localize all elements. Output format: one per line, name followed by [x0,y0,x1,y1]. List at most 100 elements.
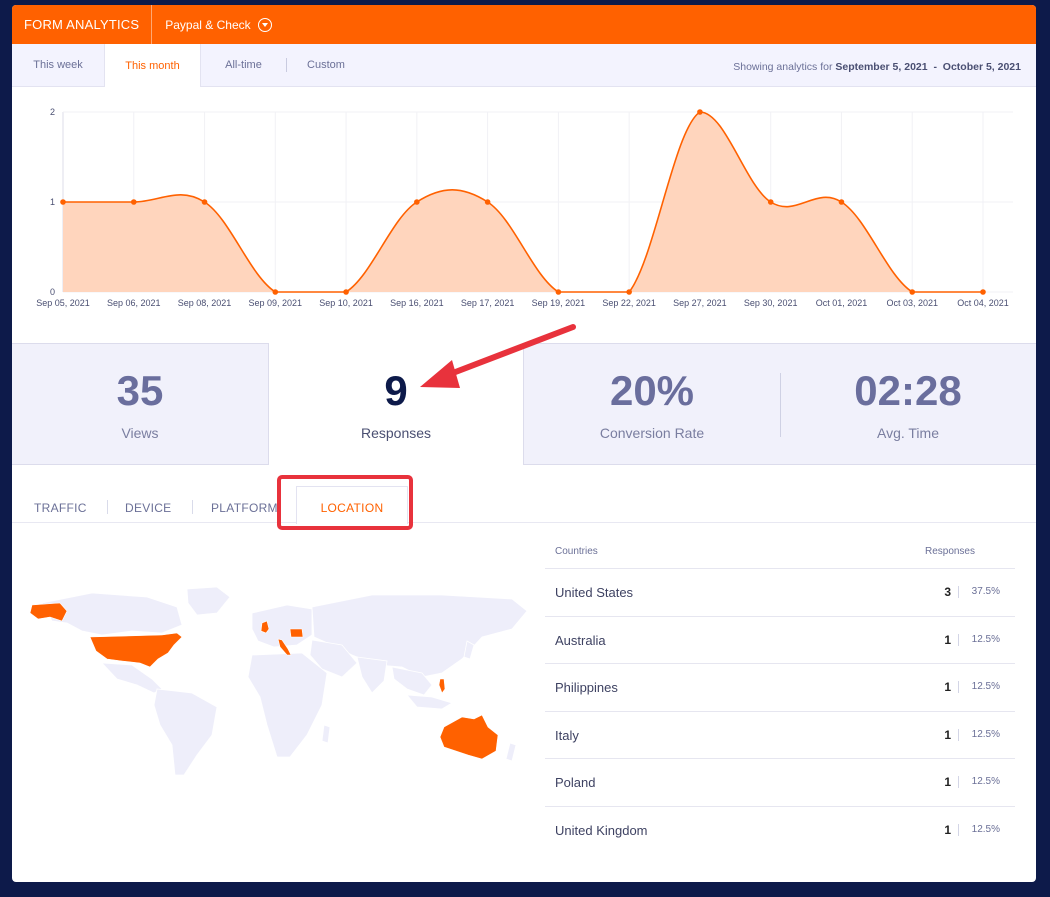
x-tick-label: Sep 30, 2021 [744,298,798,308]
tab-device[interactable]: DEVICE [125,501,172,515]
x-tick-label: Sep 10, 2021 [319,298,373,308]
x-tick-label: Oct 03, 2021 [886,298,938,308]
responses-value: 9 [384,367,408,414]
map-alaska [29,602,68,622]
date-range-tabs: This week This month All-time Custom Sho… [12,44,1036,87]
stat-divider [780,373,781,437]
data-point [697,109,703,115]
stat-views[interactable]: 35 Views [12,343,268,465]
avg-time-value: 02:28 [854,367,962,414]
response-count: 1 [944,727,951,742]
map-middle-east [309,639,358,678]
chevron-down-icon[interactable] [257,17,272,32]
map-india [356,656,388,694]
row-divider [958,633,959,646]
tab-divider [107,500,108,514]
country-name: Italy [555,727,579,743]
y-tick-label: 2 [50,107,55,117]
x-tick-label: Oct 01, 2021 [816,298,868,308]
country-name: Australia [555,632,606,648]
views-value: 35 [116,367,164,414]
map-japan [463,640,475,660]
range-prefix: Showing analytics for [733,61,833,73]
map-indonesia [406,694,453,710]
table-row[interactable]: United Kingdom 1 12.5% [545,807,1015,855]
stat-avg-time[interactable]: 02:28 Avg. Time [780,343,1036,465]
world-map [29,586,528,776]
data-point [130,199,137,205]
response-count: 1 [944,680,951,694]
data-point [60,199,66,205]
x-tick-label: Sep 06, 2021 [107,298,161,308]
map-australia [439,714,499,760]
form-selector[interactable]: Paypal & Check [152,5,284,44]
stats-row: 35 Views 9 Responses 20% Conversion Rate… [12,343,1036,465]
tab-location[interactable]: LOCATION [320,501,384,515]
series-line [62,111,983,293]
map-new-zealand [505,742,517,762]
breakdown-tabs: TRAFFIC DEVICE PLATFORM [12,485,1036,523]
views-label: Views [121,425,159,441]
analytics-panel: FORM ANALYTICS Paypal & Check This week … [12,5,1036,882]
x-tick-label: Sep 27, 2021 [673,298,727,308]
table-row[interactable]: Poland 1 12.5% [545,759,1015,807]
metrics-card-bg [523,343,1036,465]
tab-all-time[interactable]: All-time [225,59,262,71]
data-point [272,289,279,295]
x-tick-label: Sep 22, 2021 [602,298,656,308]
range-end: October 5, 2021 [942,61,1021,73]
location-table: Countries Responses United States 3 37.5% A… [545,543,1015,854]
response-percent: 12.5% [971,633,1000,645]
range-start: September 5, 2021 [835,61,928,73]
conversion-value: 20% [609,367,695,414]
x-tick-label: Sep 08, 2021 [178,298,232,308]
response-count: 1 [944,775,951,789]
y-tick-label: 1 [50,197,55,207]
map-central-america [101,662,163,694]
stat-responses[interactable]: 9 Responses [268,343,524,465]
tab-traffic[interactable]: TRAFFIC [34,501,87,515]
map-greenland [186,586,231,616]
table-row[interactable]: Philippines 1 12.5% [545,664,1015,712]
responses-area-chart: 0 1 2 Sep 05, 2021 Sep 06, 2021 Sep 08, 2021 S… [36,107,1013,308]
table-row[interactable]: Australia 1 12.5% [545,617,1015,664]
tab-this-month[interactable]: This month [104,44,201,87]
data-point [909,289,916,295]
country-name: Poland [555,775,596,790]
header-bar: FORM ANALYTICS Paypal & Check [12,5,1036,44]
x-tick-label: Sep 19, 2021 [532,298,586,308]
stat-conversion-rate[interactable]: 20% Conversion Rate [524,343,780,465]
response-percent: 12.5% [971,776,1000,787]
row-divider [958,776,959,788]
tab-this-week[interactable]: This week [33,59,83,71]
y-tick-label: 0 [50,287,55,297]
date-range-label: Showing analytics for September 5, 2021 … [733,61,1021,73]
map-uk [260,620,270,634]
x-tick-label: Oct 04, 2021 [957,298,1009,308]
x-tick-label: Sep 09, 2021 [249,298,303,308]
tab-divider [192,500,193,514]
map-africa [247,652,328,758]
table-row[interactable]: United States 3 37.5% [545,569,1015,617]
x-tick-label: Sep 16, 2021 [390,298,444,308]
map-se-asia [391,666,433,696]
app-title: FORM ANALYTICS [12,5,153,44]
response-count: 1 [944,822,951,837]
map-poland [289,628,304,638]
table-row[interactable]: Italy 1 12.5% [545,712,1015,759]
response-percent: 12.5% [971,728,1000,740]
tab-custom[interactable]: Custom [307,59,345,71]
data-point [980,289,986,295]
row-divider [958,823,959,836]
response-percent: 12.5% [971,823,1000,835]
annotation-highlight-box [277,475,413,530]
data-point [343,289,349,295]
data-point [484,199,491,205]
data-point [201,199,208,205]
location-tab-bg [296,486,408,524]
tab-platform[interactable]: PLATFORM [211,501,278,515]
row-divider [958,586,959,598]
col-responses: Responses [924,546,975,557]
map-madagascar [321,724,331,744]
range-separator: - [933,61,937,73]
